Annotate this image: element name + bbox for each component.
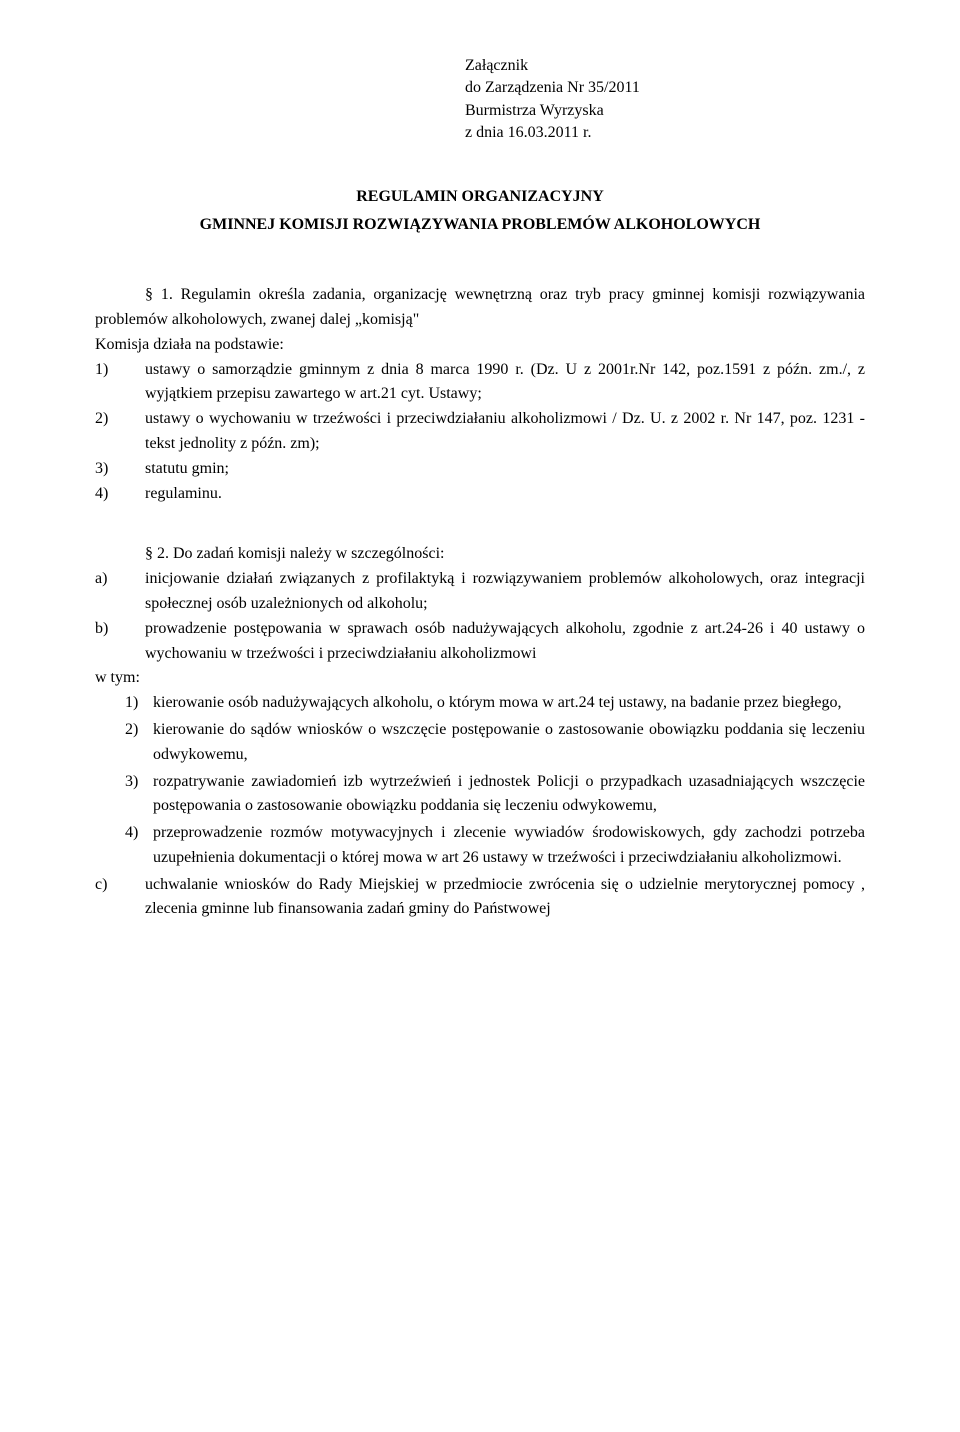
section-1-lead: § 1. Regulamin określa zadania, organiza…: [95, 283, 865, 333]
list-text: statutu gmin;: [145, 457, 865, 482]
title-line-2: GMINNEJ KOMISJI ROZWIĄZYWANIA PROBLEMÓW …: [95, 213, 865, 238]
s2-item-c: c) uchwalanie wniosków do Rady Miejskiej…: [95, 873, 865, 923]
list-number: 1): [95, 358, 145, 408]
s2-sub-4: 4) przeprowadzenie rozmów motywacyjnych …: [125, 821, 865, 871]
s2-sub-2: 2) kierowanie do sądów wniosków o wszczę…: [125, 718, 865, 768]
section-1-basis: Komisja działa na podstawie:: [95, 333, 865, 358]
s1-item-1: 1) ustawy o samorządzie gminnym z dnia 8…: [95, 358, 865, 408]
s1-item-4: 4) regulaminu.: [95, 482, 865, 507]
s1-item-3: 3) statutu gmin;: [95, 457, 865, 482]
w-tym-label: w tym:: [95, 666, 865, 691]
spacer: [95, 506, 865, 542]
s2-sub-1: 1) kierowanie osób nadużywających alkoho…: [125, 691, 865, 716]
list-number: 2): [95, 407, 145, 457]
list-text: kierowanie do sądów wniosków o wszczęcie…: [153, 718, 865, 768]
list-text: prowadzenie postępowania w sprawach osób…: [145, 617, 865, 667]
attachment-header: Załącznik do Zarządzenia Nr 35/2011 Burm…: [465, 55, 865, 145]
s2-item-b: b) prowadzenie postępowania w sprawach o…: [95, 617, 865, 667]
section-2-lead: § 2. Do zadań komisji należy w szczególn…: [95, 542, 865, 567]
document-title: REGULAMIN ORGANIZACYJNY GMINNEJ KOMISJI …: [95, 185, 865, 239]
list-text: rozpatrywanie zawiadomień izb wytrzeźwie…: [153, 770, 865, 820]
list-text: uchwalanie wniosków do Rady Miejskiej w …: [145, 873, 865, 923]
list-text: przeprowadzenie rozmów motywacyjnych i z…: [153, 821, 865, 871]
list-number: c): [95, 873, 145, 923]
list-number: a): [95, 567, 145, 617]
title-line-1: REGULAMIN ORGANIZACYJNY: [95, 185, 865, 210]
list-text: kierowanie osób nadużywających alkoholu,…: [153, 691, 865, 716]
list-number: b): [95, 617, 145, 667]
s2-sub-3: 3) rozpatrywanie zawiadomień izb wytrzeź…: [125, 770, 865, 820]
s1-item-2: 2) ustawy o wychowaniu w trzeźwości i pr…: [95, 407, 865, 457]
list-number: 3): [125, 770, 153, 820]
document-page: Załącznik do Zarządzenia Nr 35/2011 Burm…: [0, 0, 960, 1432]
list-text: inicjowanie działań związanych z profila…: [145, 567, 865, 617]
list-number: 3): [95, 457, 145, 482]
list-text: regulaminu.: [145, 482, 865, 507]
list-number: 2): [125, 718, 153, 768]
s2-sub-list: 1) kierowanie osób nadużywających alkoho…: [125, 691, 865, 871]
attachment-line-1: Załącznik: [465, 55, 865, 77]
list-number: 4): [125, 821, 153, 871]
list-number: 1): [125, 691, 153, 716]
attachment-line-4: z dnia 16.03.2011 r.: [465, 122, 865, 144]
attachment-line-2: do Zarządzenia Nr 35/2011: [465, 77, 865, 99]
list-text: ustawy o samorządzie gminnym z dnia 8 ma…: [145, 358, 865, 408]
attachment-line-3: Burmistrza Wyrzyska: [465, 100, 865, 122]
list-text: ustawy o wychowaniu w trzeźwości i przec…: [145, 407, 865, 457]
list-number: 4): [95, 482, 145, 507]
s2-item-a: a) inicjowanie działań związanych z prof…: [95, 567, 865, 617]
